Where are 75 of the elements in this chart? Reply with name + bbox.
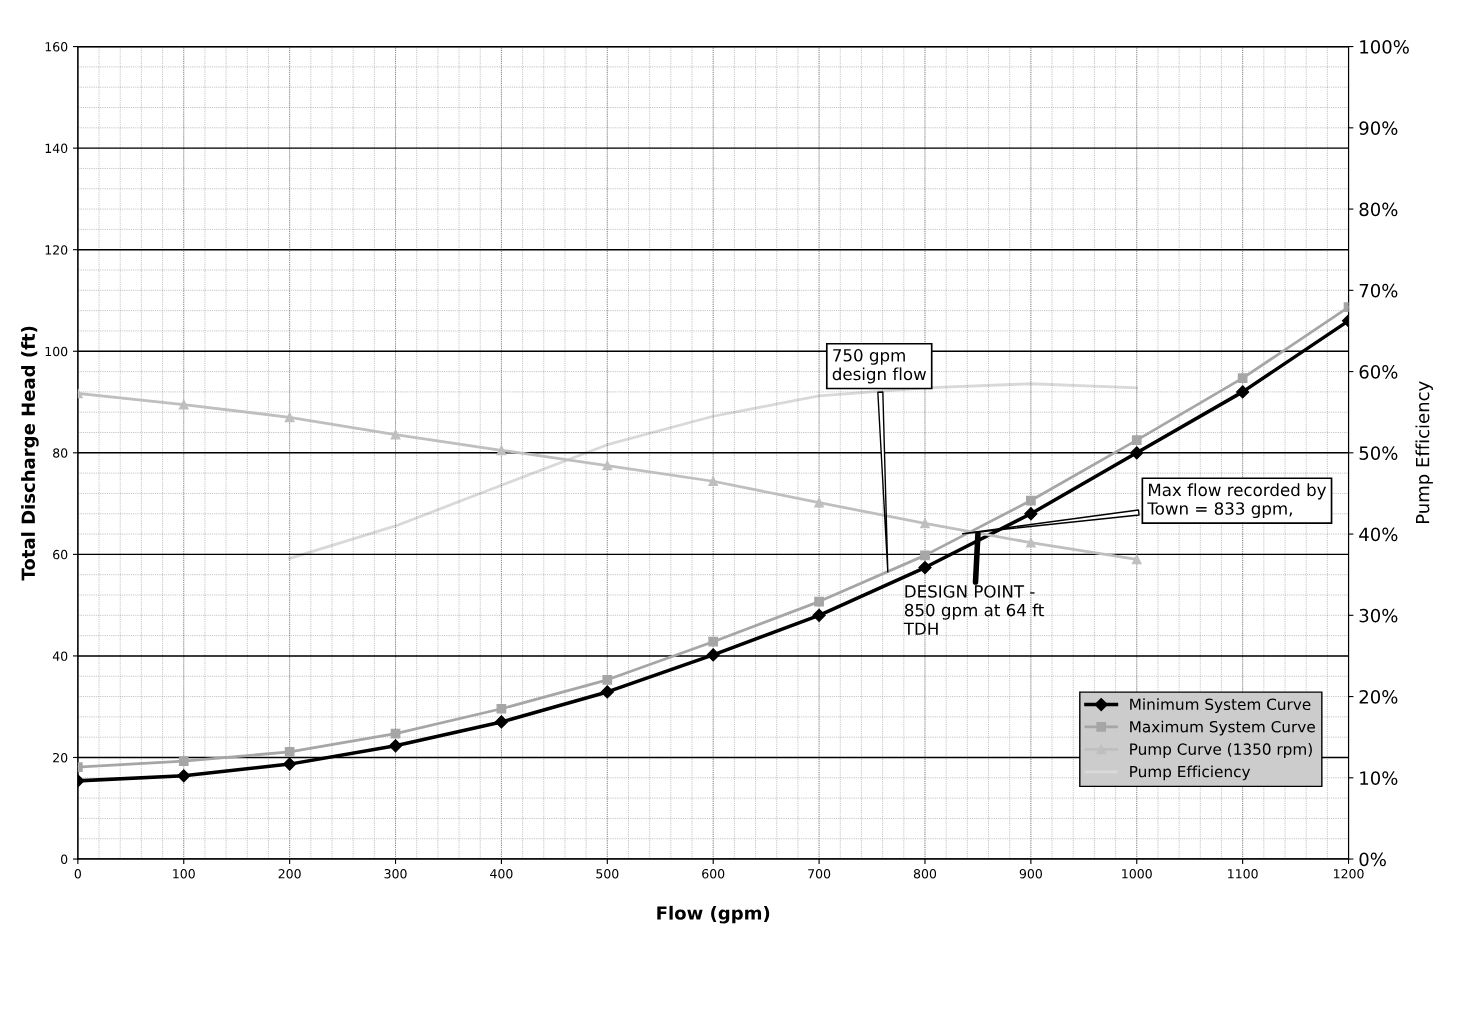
y-tick-label: 120 [45,245,68,255]
annotation: 750 gpm design flow [832,349,927,384]
x-tick-label: 300 [384,868,407,879]
x-axis-title: Flow (gpm) [657,905,770,924]
point [1026,495,1036,506]
point [708,476,719,487]
y2-tick-label: 60% [1359,365,1398,379]
y2-axis-title: Pump Efficiency [1415,381,1433,524]
point [494,715,509,729]
annotation: Max flow recorded by Town = 833 gpm, [1147,483,1327,519]
x-tick-label: 600 [702,868,725,879]
x-tick-label: 1200 [1334,868,1364,879]
point [1024,507,1038,521]
x-tick-label: 400 [490,868,513,879]
point [920,518,930,529]
y-tick-label: 20 [53,752,68,763]
x-tick-label: 200 [278,868,301,879]
point [814,497,824,508]
y-tick-label: 160 [45,42,68,52]
y2-tick-label: 10% [1360,771,1398,785]
point [178,756,189,766]
point [388,739,403,753]
point [496,445,507,456]
x-tick-label: 500 [596,868,619,879]
legend-label: Minimum System Curve [1130,698,1311,714]
point [920,550,930,561]
point [812,608,826,622]
y2-tick-label: 90% [1359,121,1398,135]
y2-tick-label: 40% [1359,527,1398,542]
y-tick-label: 80 [53,448,68,458]
point [496,703,507,714]
point [390,429,401,440]
legend-label: Maximum System Curve [1130,720,1315,736]
x-tick-label: 0 [74,868,81,879]
line-series [288,382,1139,560]
y2-tick-label: 50% [1359,446,1398,460]
point [1236,385,1250,399]
point [814,596,824,607]
point [600,685,614,699]
point [1130,446,1144,460]
point [1131,554,1142,565]
y2-tick-label: 100% [1360,40,1409,54]
x-tick-label: 900 [1019,868,1042,879]
point [918,560,932,575]
point [177,769,191,783]
x-tick-label: 800 [913,868,937,879]
point [1026,537,1036,548]
y2-tick-label: 70% [1359,283,1398,298]
legend-label: Pump Efficiency [1130,765,1251,781]
point [602,674,613,685]
y2-tick-label: 80% [1359,202,1398,217]
point [284,412,295,423]
point [284,747,295,757]
x-tick-label: 100 [173,868,195,879]
x-tick-label: 1100 [1228,868,1258,879]
y2-tick-label: 30% [1359,608,1398,623]
y-tick-label: 40 [52,651,68,661]
legend-label: Pump Curve (1350 rpm) [1130,743,1312,758]
point [283,757,297,771]
point [602,460,613,471]
y-tick-label: 140 [45,143,68,154]
point [708,636,719,647]
point [178,399,189,410]
y-axis-title: Total Discharge Head (ft) [21,326,39,581]
y-tick-label: 0 [61,854,68,864]
annotation: DESIGN POINT - 850 gpm at 64 ft TDH [903,585,1044,635]
point [1237,373,1248,384]
x-tick-label: 700 [808,868,831,879]
point [706,648,720,662]
y-tick-label: 60 [53,549,68,560]
point [1131,435,1142,445]
y2-tick-label: 0% [1359,852,1386,867]
y-tick-label: 100 [45,346,68,357]
y2-tick-label: 20% [1359,690,1398,704]
x-tick-label: 1000 [1122,868,1152,879]
